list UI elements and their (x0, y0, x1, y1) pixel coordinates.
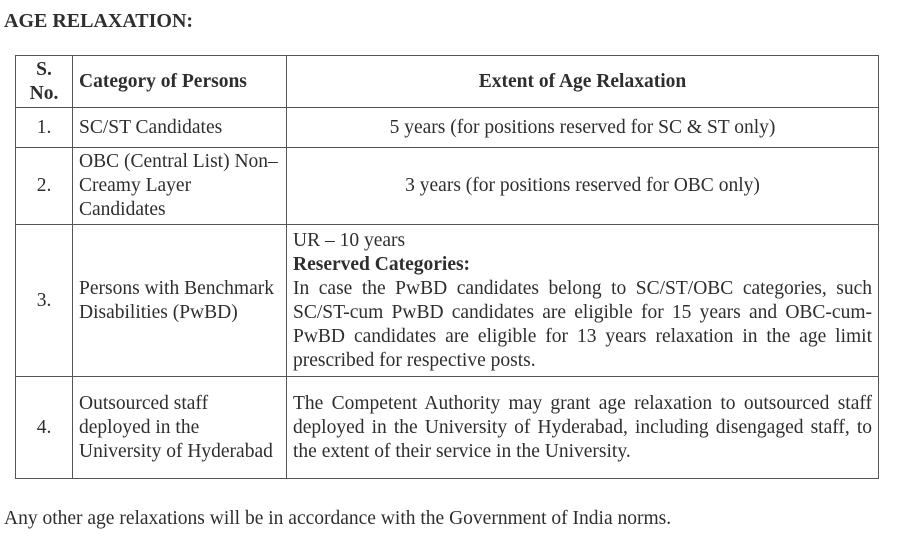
header-sno: S. No. (15, 55, 73, 108)
row-extent: The Competent Authority may grant age re… (286, 376, 879, 479)
row-number: 4. (15, 376, 73, 479)
age-relaxation-table: S. No. Category of Persons Extent of Age… (15, 55, 879, 479)
header-extent: Extent of Age Relaxation (286, 55, 879, 108)
table-header-row: S. No. Category of Persons Extent of Age… (15, 55, 879, 108)
row-extent: UR – 10 years Reserved Categories: In ca… (286, 224, 879, 377)
row-number: 1. (15, 107, 73, 148)
row-category: SC/ST Candidates (72, 107, 287, 148)
table-row: 4. Outsourced staff deployed in the Univ… (15, 376, 879, 479)
row-extent: 3 years (for positions reserved for OBC … (286, 147, 879, 225)
row-number: 2. (15, 147, 73, 225)
header-category: Category of Persons (72, 55, 287, 108)
section-title: AGE RELAXATION: (4, 10, 194, 32)
row-category: Persons with Benchmark Disabilities (PwB… (72, 224, 287, 377)
extent-body: In case the PwBD candidates belong to SC… (293, 277, 872, 371)
extent-heading: Reserved Categories: (293, 253, 471, 275)
row-category: Outsourced staff deployed in the Univers… (72, 376, 287, 479)
row-category: OBC (Central List) Non–Creamy Layer Cand… (72, 147, 287, 225)
row-extent: 5 years (for positions reserved for SC &… (286, 107, 879, 148)
table-row: 2. OBC (Central List) Non–Creamy Layer C… (15, 147, 879, 225)
footer-note: Any other age relaxations will be in acc… (4, 508, 672, 529)
extent-ur: UR – 10 years (293, 229, 406, 251)
table-row: 3. Persons with Benchmark Disabilities (… (15, 224, 879, 377)
row-number: 3. (15, 224, 73, 377)
table-row: 1. SC/ST Candidates 5 years (for positio… (15, 107, 879, 148)
